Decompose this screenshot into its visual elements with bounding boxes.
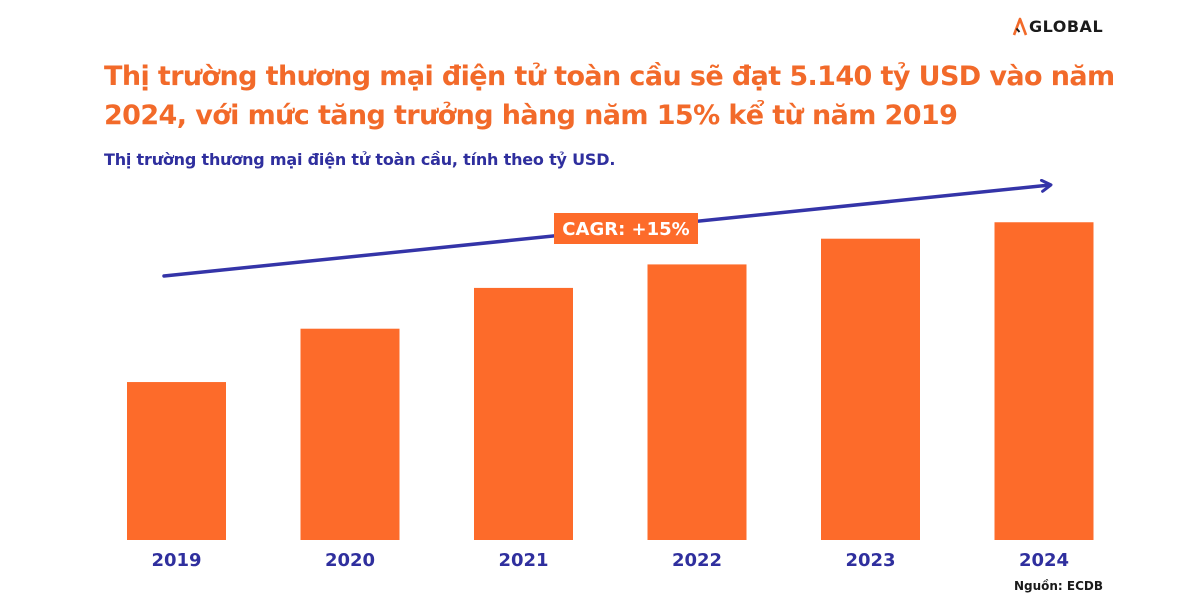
x-tick-label-2020: 2020	[325, 550, 375, 571]
chart-title: Thị trường thương mại điện tử toàn cầu s…	[104, 61, 1115, 131]
brand-logo: GLOBAL	[1012, 14, 1103, 38]
x-tick-label-2022: 2022	[672, 550, 722, 571]
x-tick-label-2021: 2021	[498, 550, 548, 571]
aglobal-logo-icon	[1012, 17, 1028, 36]
x-axis-ticks: 2019 2020 2021 2022 2023 2024	[151, 550, 1069, 571]
x-tick-label-2019: 2019	[151, 550, 201, 571]
bar-2024	[994, 222, 1094, 540]
bar-group	[127, 222, 1094, 540]
bar-2022	[647, 264, 747, 540]
bar-2019	[127, 382, 226, 540]
bar-2020	[300, 328, 400, 540]
bar-2023	[821, 238, 920, 540]
source-note: Nguồn: ECDB	[1013, 579, 1103, 593]
cagr-label: CAGR: +15%	[554, 213, 698, 244]
chart-subtitle: Thị trường thương mại điện tử toàn cầu, …	[104, 150, 616, 169]
cagr-label-box	[554, 213, 698, 244]
cagr-label-text: CAGR: +15%	[562, 219, 689, 240]
bar-2021	[474, 287, 573, 540]
x-tick-label-2024: 2024	[1019, 550, 1069, 571]
x-tick-label-2023: 2023	[845, 550, 895, 571]
brand-name: GLOBAL	[1029, 16, 1104, 36]
